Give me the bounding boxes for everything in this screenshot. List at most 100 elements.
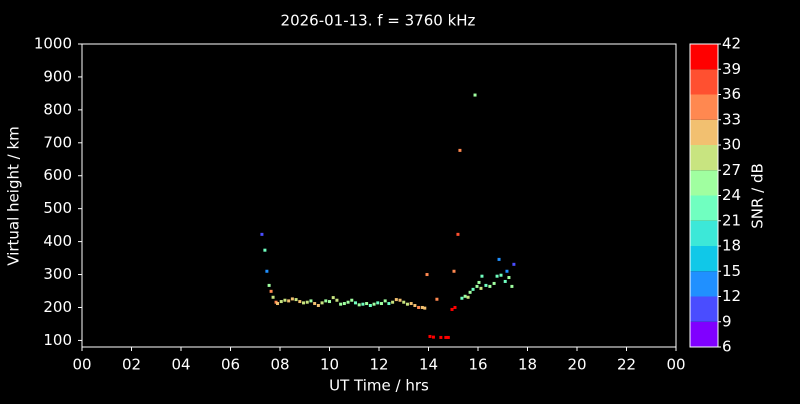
data-point [417, 305, 421, 309]
x-tick-label: 16 [468, 356, 487, 374]
data-point [503, 279, 507, 283]
data-point [361, 302, 365, 306]
data-point [269, 289, 273, 293]
colorbar-swatch [690, 195, 718, 221]
data-point [431, 335, 435, 339]
x-tick-label: 14 [419, 356, 438, 374]
data-point [450, 307, 454, 311]
data-point [458, 148, 462, 152]
colorbar-swatch [690, 246, 718, 272]
data-point [339, 302, 343, 306]
data-point [298, 300, 302, 304]
y-tick-label: 900 [43, 67, 72, 85]
data-point [391, 300, 395, 304]
data-point [368, 304, 372, 308]
chart-title: 2026-01-13. f = 3760 kHz [281, 12, 476, 30]
colorbar-swatch [690, 119, 718, 145]
data-point [405, 302, 409, 306]
data-point [383, 299, 387, 303]
data-point [276, 302, 280, 306]
colorbar-tick-label: 33 [722, 110, 741, 128]
data-point [413, 304, 417, 308]
data-point [492, 281, 496, 285]
colorbar-swatch [690, 296, 718, 322]
x-tick-label: 10 [320, 356, 339, 374]
colorbar-tick-label: 27 [722, 161, 741, 179]
data-point [425, 273, 429, 277]
y-tick-label: 200 [43, 298, 72, 316]
data-point [505, 269, 509, 273]
data-point [510, 284, 514, 288]
x-tick-label: 08 [270, 356, 289, 374]
data-point [507, 276, 511, 280]
data-point [372, 302, 376, 306]
data-point [453, 305, 457, 309]
y-tick-label: 400 [43, 232, 72, 250]
data-point [488, 284, 492, 288]
data-point [499, 273, 503, 277]
colorbar-tick-label: 6 [722, 338, 732, 356]
colorbar-tick-label: 21 [722, 211, 741, 229]
x-tick-label: 18 [518, 356, 537, 374]
data-point [423, 306, 427, 310]
colorbar-swatch [690, 44, 718, 70]
x-tick-label: 06 [221, 356, 240, 374]
data-point [463, 294, 467, 298]
data-point [446, 335, 450, 339]
data-point [497, 257, 501, 261]
data-point [394, 298, 398, 302]
colorbar-tick-label: 36 [722, 85, 741, 103]
data-point [350, 298, 354, 302]
data-point [402, 300, 406, 304]
data-point [316, 304, 320, 308]
data-point [398, 298, 402, 302]
data-point [335, 298, 339, 302]
colorbar-swatch [690, 220, 718, 246]
colorbar-tick-label: 24 [722, 186, 741, 204]
colorbar-tick-label: 18 [722, 237, 741, 255]
colorbar-tick-label: 39 [722, 60, 741, 78]
data-point [353, 301, 357, 305]
y-tick-label: 300 [43, 265, 72, 283]
data-point [305, 300, 309, 304]
data-point [428, 334, 432, 338]
data-point [357, 303, 361, 307]
x-tick-label: 04 [171, 356, 190, 374]
data-point [283, 298, 287, 302]
data-point [409, 302, 413, 306]
data-point [287, 299, 291, 303]
data-point [439, 335, 443, 339]
data-point [324, 299, 328, 303]
data-point [435, 297, 439, 301]
data-point [477, 280, 481, 284]
data-point [452, 269, 456, 273]
data-point [309, 299, 313, 303]
y-tick-label: 1000 [34, 35, 72, 53]
data-point [471, 287, 475, 291]
x-axis-label: UT Time / hrs [329, 377, 429, 395]
data-point [420, 305, 424, 309]
colorbar-swatch [690, 94, 718, 120]
x-tick-label: 12 [369, 356, 388, 374]
y-axis-label: Virtual height / km [5, 126, 23, 265]
colorbar-swatch [690, 145, 718, 171]
y-tick-label: 500 [43, 199, 72, 217]
colorbar-tick-label: 15 [722, 262, 741, 280]
data-point [480, 274, 484, 278]
x-tick-label: 00 [72, 356, 91, 374]
x-tick-label: 22 [617, 356, 636, 374]
colorbar-tick-label: 9 [722, 312, 732, 330]
data-point [279, 300, 283, 304]
data-point [456, 232, 460, 236]
colorbar-swatch [690, 69, 718, 95]
data-point [387, 302, 391, 306]
data-point [263, 248, 267, 252]
data-point [484, 283, 488, 287]
data-point [331, 296, 335, 300]
data-point [267, 283, 271, 287]
x-tick-label: 00 [666, 356, 685, 374]
data-point [376, 301, 380, 305]
data-point [473, 93, 477, 97]
